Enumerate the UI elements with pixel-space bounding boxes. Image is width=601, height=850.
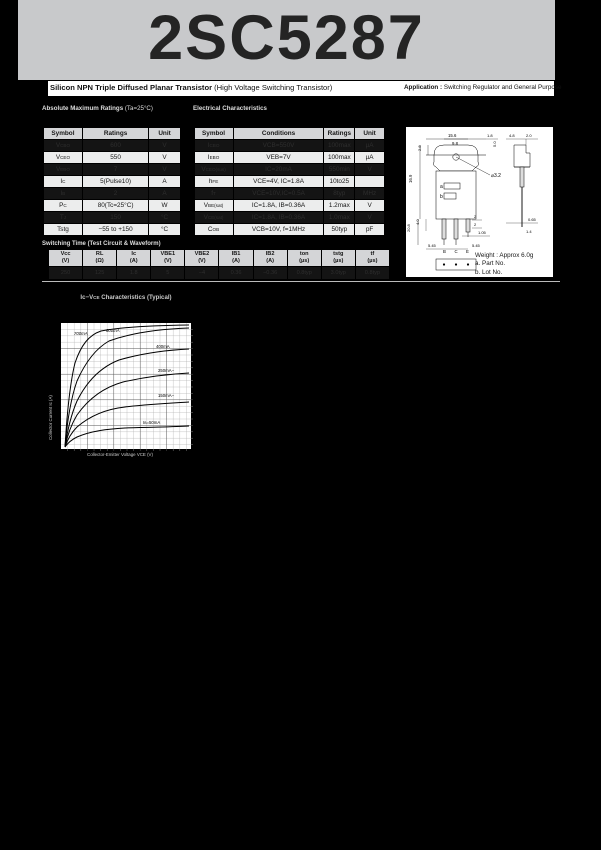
svg-text:1.4: 1.4 <box>526 229 532 234</box>
svg-text:1.8: 1.8 <box>487 133 493 138</box>
svg-text:0.65: 0.65 <box>528 217 537 222</box>
svg-text:4.8: 4.8 <box>509 133 515 138</box>
svg-text:20.8: 20.8 <box>406 223 411 232</box>
svg-text:5.45: 5.45 <box>428 243 437 248</box>
svg-text:E: E <box>466 249 469 254</box>
svg-text:b: b <box>440 194 443 200</box>
svg-text:2.0: 2.0 <box>526 133 532 138</box>
svg-text:16.9: 16.9 <box>408 174 413 183</box>
svg-text:5.0: 5.0 <box>492 141 497 147</box>
svg-text:a: a <box>440 184 443 190</box>
svg-text:2: 2 <box>474 222 477 227</box>
svg-text:⌀3.2: ⌀3.2 <box>491 173 501 179</box>
svg-text:B: B <box>443 249 446 254</box>
svg-text:15.6: 15.6 <box>448 133 457 138</box>
svg-text:C: C <box>455 249 458 254</box>
svg-text:5.45: 5.45 <box>472 243 481 248</box>
svg-text:2.8: 2.8 <box>417 145 422 151</box>
svg-text:9.8: 9.8 <box>452 141 459 146</box>
svg-text:1.05: 1.05 <box>478 230 487 235</box>
svg-text:2: 2 <box>474 214 477 219</box>
svg-text:4.0: 4.0 <box>415 219 420 225</box>
